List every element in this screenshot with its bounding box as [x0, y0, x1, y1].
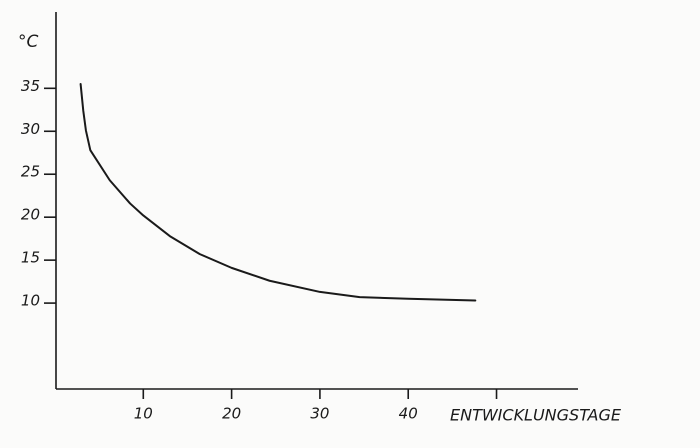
y-tick-label: 20	[21, 206, 40, 224]
x-tick-label: 30	[310, 405, 329, 423]
y-tick-label: 30	[21, 120, 40, 138]
y-axis-label: °C	[18, 32, 39, 52]
x-tick-label: 40	[399, 405, 418, 423]
y-tick-label: 10	[21, 292, 40, 310]
y-tick-label: 35	[21, 77, 40, 95]
x-axis-label: ENTWICKLUNGSTAGE	[450, 406, 622, 425]
x-tick-label: 20	[222, 405, 241, 423]
line	[79, 83, 477, 302]
x-tick-label: 10	[134, 405, 153, 423]
y-tick-label: 25	[21, 163, 40, 181]
y-tick-label: 15	[21, 249, 40, 267]
